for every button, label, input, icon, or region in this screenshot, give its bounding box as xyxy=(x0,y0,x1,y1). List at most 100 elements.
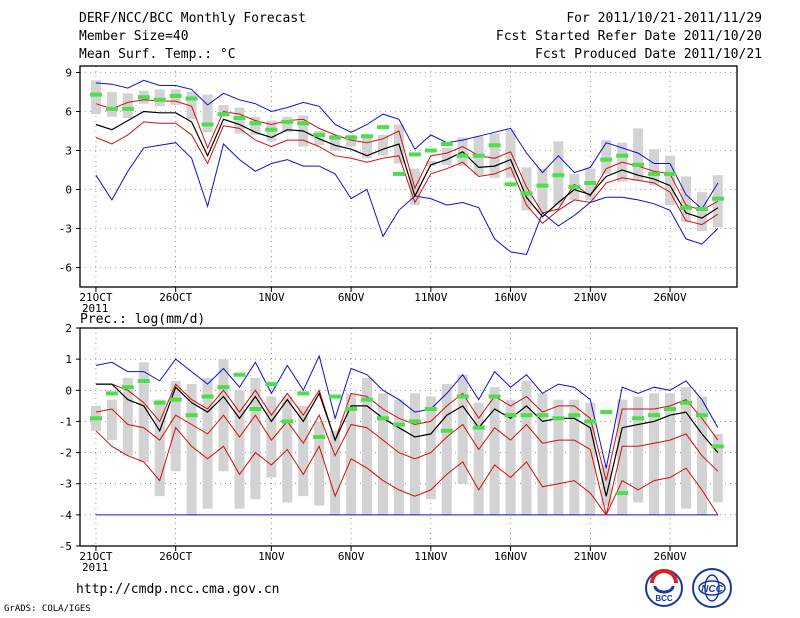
member-box xyxy=(712,433,723,503)
member-box xyxy=(665,155,676,206)
member-box xyxy=(377,134,388,156)
forecast-mark xyxy=(648,413,661,418)
upper-spread-line xyxy=(95,383,719,481)
forecast-mark xyxy=(329,135,342,140)
member-box xyxy=(680,176,691,222)
member-box xyxy=(649,149,660,186)
member-box xyxy=(521,380,532,515)
member-box xyxy=(234,390,245,509)
forecast-mark xyxy=(233,372,246,377)
member-box xyxy=(489,387,500,515)
forecast-mark xyxy=(424,148,437,153)
forecast-mark xyxy=(520,191,533,196)
member-box xyxy=(170,380,181,472)
forecast-mark xyxy=(265,382,278,387)
forecast-mark xyxy=(504,182,517,187)
member-box xyxy=(425,160,436,167)
forecast-mark xyxy=(488,394,501,399)
forecast-start-date: Fcst Started Refer Date 2011/10/20 xyxy=(495,29,762,44)
y-tick-label: 0 xyxy=(65,184,72,197)
member-box xyxy=(441,147,452,165)
forecast-mark xyxy=(169,397,182,402)
ensemble-mean-line xyxy=(95,383,719,497)
forecast-mark xyxy=(89,416,102,421)
forecast-mark xyxy=(408,419,421,424)
plot-frame xyxy=(79,327,738,547)
forecast-mark xyxy=(265,127,278,132)
forecast-mark xyxy=(536,413,549,418)
x-tick-label: 11NOV xyxy=(414,550,447,563)
y-tick-label: 9 xyxy=(65,67,72,80)
member-box xyxy=(90,80,101,115)
year-label: 2011 xyxy=(82,561,109,574)
x-tick-label: 16NOV xyxy=(494,550,527,563)
forecast-period: For 2011/10/21-2011/11/29 xyxy=(566,11,762,26)
member-box xyxy=(521,167,532,211)
member-box xyxy=(505,129,516,178)
precip-panel-title: Prec.: log(mm/d) xyxy=(80,312,205,327)
forecast-mark xyxy=(233,116,246,120)
forecast-mark xyxy=(392,422,405,427)
y-tick-label: -3 xyxy=(59,223,72,236)
x-tick-label: 11NOV xyxy=(414,291,447,304)
precipitation-panel: -5 -4 -3 -2 -1 0 1 2 21OCT 26OCT 1NOV 6NOV 11NOV 16NO… xyxy=(59,312,738,574)
y-tick-label: -5 xyxy=(59,540,72,553)
member-box xyxy=(362,377,373,515)
member-box xyxy=(409,393,420,515)
member-box xyxy=(186,92,197,120)
member-box xyxy=(202,377,213,509)
forecast-mark xyxy=(249,121,262,126)
member-size-label: Member Size=40 xyxy=(79,29,189,44)
forecast-mark xyxy=(568,184,581,189)
member-box xyxy=(202,94,213,133)
forecast-mark xyxy=(376,125,389,130)
member-box xyxy=(346,134,357,147)
member-box xyxy=(106,92,117,117)
y-tick-label: 0 xyxy=(65,384,72,397)
forecast-mark xyxy=(711,444,724,449)
x-tick-label: 16NOV xyxy=(494,291,527,304)
forecast-mark xyxy=(679,205,692,210)
forecast-mark xyxy=(137,95,150,100)
forecast-mark xyxy=(345,406,358,411)
member-box xyxy=(393,399,404,515)
member-box xyxy=(122,93,133,118)
x-tick-label: 21OCT xyxy=(79,291,112,304)
forecast-mark xyxy=(456,153,469,158)
forecast-mark xyxy=(695,413,708,418)
forecast-mark xyxy=(217,112,230,117)
ncc-logo-text: NCC xyxy=(701,584,723,595)
member-box xyxy=(457,374,468,484)
low-percentile-line xyxy=(95,426,719,516)
forecast-mark xyxy=(472,425,485,430)
forecast-mark xyxy=(552,416,565,421)
forecast-mark xyxy=(185,96,198,101)
variable-label: Mean Surf. Temp.: °C xyxy=(79,47,236,62)
forecast-mark xyxy=(648,171,661,176)
year-label: 2011 xyxy=(82,302,109,315)
x-tick-label: 6NOV xyxy=(338,550,365,563)
member-box xyxy=(266,396,277,478)
forecast-mark xyxy=(345,135,358,140)
x-tick-label: 21OCT xyxy=(79,550,112,563)
forecast-mark xyxy=(711,196,724,201)
forecast-mark xyxy=(568,413,581,418)
member-box xyxy=(218,105,229,117)
member-box xyxy=(601,140,612,174)
member-box xyxy=(250,377,261,500)
forecast-mark xyxy=(376,416,389,421)
member-box xyxy=(441,384,452,515)
forecast-mark xyxy=(632,162,645,167)
forecast-mark xyxy=(313,435,326,439)
member-box xyxy=(234,107,245,134)
x-tick-label: 26NOV xyxy=(653,291,686,304)
x-tick-label: 6NOV xyxy=(338,291,365,304)
forecast-mark xyxy=(616,153,629,158)
forecast-mark xyxy=(153,97,166,102)
source-url[interactable]: http://cmdp.ncc.cma.gov.cn xyxy=(76,582,280,597)
x-tick-label: 21NOV xyxy=(574,291,607,304)
forecast-mark xyxy=(281,119,294,124)
upper-spread-line xyxy=(95,99,719,214)
forecast-mark xyxy=(313,132,326,137)
